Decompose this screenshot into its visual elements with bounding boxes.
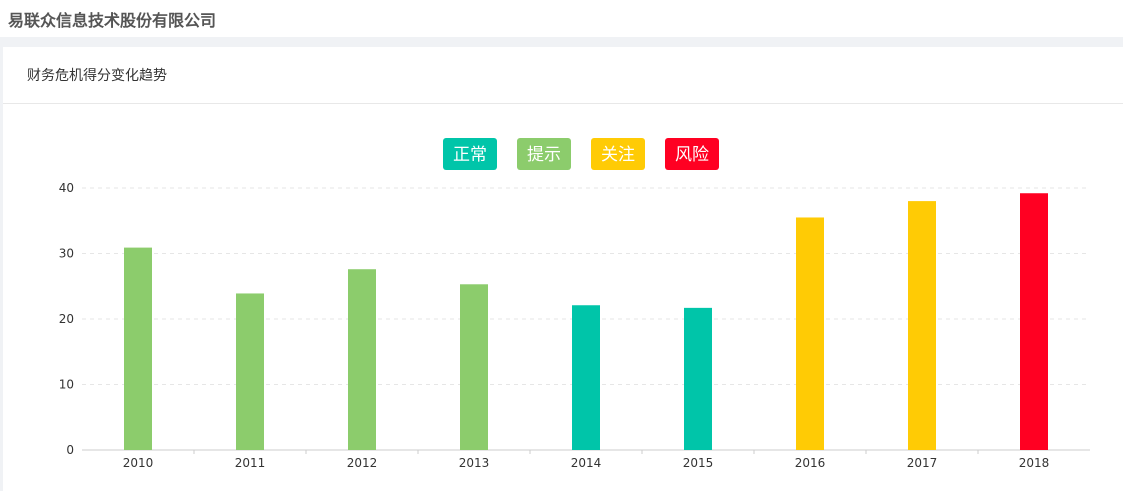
bar[interactable] bbox=[236, 293, 264, 450]
legend-item[interactable]: 风险 bbox=[665, 138, 719, 170]
score-trend-chart: 正常 提示 关注 风险 0 10 20 30 40 2010 2011 2012 2013 2014 201… bbox=[59, 138, 1090, 470]
legend-swatch bbox=[591, 138, 645, 170]
y-tick-label: 30 bbox=[59, 247, 74, 261]
card-header: 财务危机得分变化趋势 bbox=[3, 47, 1123, 104]
bar[interactable] bbox=[796, 217, 824, 450]
legend-item[interactable]: 关注 bbox=[591, 138, 645, 170]
legend-label: 正常 bbox=[453, 145, 487, 165]
legend-swatch bbox=[443, 138, 497, 170]
bar[interactable] bbox=[348, 269, 376, 450]
bar[interactable] bbox=[572, 305, 600, 450]
x-tick-label: 2014 bbox=[571, 456, 602, 470]
x-tick-label: 2015 bbox=[683, 456, 714, 470]
bar[interactable] bbox=[460, 284, 488, 450]
x-tick-label: 2012 bbox=[347, 456, 378, 470]
x-tick-label: 2017 bbox=[907, 456, 938, 470]
x-tick-label: 2018 bbox=[1019, 456, 1050, 470]
bar[interactable] bbox=[124, 247, 152, 450]
legend-label: 关注 bbox=[601, 145, 635, 165]
legend-label: 提示 bbox=[527, 145, 561, 165]
y-tick-label: 10 bbox=[59, 378, 74, 392]
card-title: 财务危机得分变化趋势 bbox=[27, 68, 167, 84]
legend-item[interactable]: 提示 bbox=[517, 138, 571, 170]
x-tick-label: 2011 bbox=[235, 456, 266, 470]
bar[interactable] bbox=[908, 201, 936, 450]
legend-swatch bbox=[665, 138, 719, 170]
bar[interactable] bbox=[1020, 193, 1048, 451]
legend-label: 风险 bbox=[675, 145, 709, 165]
chart-card: 财务危机得分变化趋势 正常 提示 关注 风险 0 10 20 30 40 2010 2011 2012… bbox=[3, 47, 1123, 491]
y-tick-label: 40 bbox=[59, 181, 74, 195]
x-tick-label: 2010 bbox=[123, 456, 154, 470]
bar[interactable] bbox=[684, 307, 712, 450]
company-header: 易联众信息技术股份有限公司 bbox=[0, 0, 1123, 37]
legend-item[interactable]: 正常 bbox=[443, 138, 497, 170]
y-tick-label: 20 bbox=[59, 312, 74, 326]
company-name: 易联众信息技术股份有限公司 bbox=[8, 10, 217, 30]
x-tick-label: 2016 bbox=[795, 456, 826, 470]
x-tick-label: 2013 bbox=[459, 456, 490, 470]
legend-swatch bbox=[517, 138, 571, 170]
y-tick-label: 0 bbox=[66, 443, 74, 457]
